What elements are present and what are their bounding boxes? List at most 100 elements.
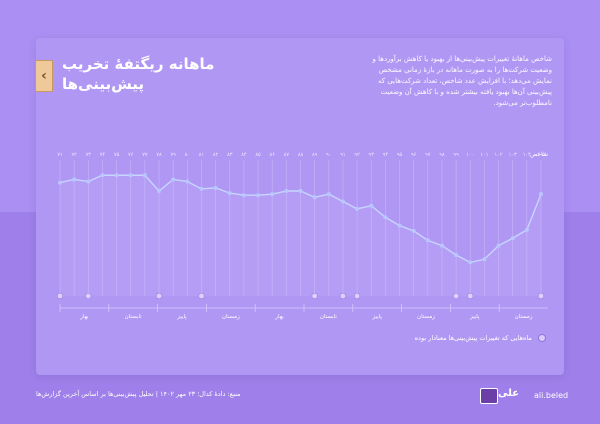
data-point — [284, 189, 289, 193]
area-path — [60, 175, 541, 296]
data-point — [100, 173, 105, 178]
data-point — [411, 228, 416, 233]
data-point — [298, 189, 303, 193]
x-tick-label: ۱۰۵ — [537, 152, 545, 158]
x-tick-label: ۱۰۱ — [480, 152, 488, 158]
x-tick-label: ۱۰۳ — [509, 152, 517, 158]
x-tick-labels: ۷۱ ۷۲ ۷۳ ۷۴ ۷۵ ۷۶ ۷۷ ۷۸ ۷۹ ۸۰ ۸۱ ۸۲ ۸۳ ۸۴ ۸۵ ۸۶ ۸۷ ۸۸ ۸۹ ۹۰… — [57, 152, 545, 158]
x-tick-label: ۸۷ — [284, 152, 290, 158]
event-marker — [453, 292, 460, 300]
period-label: زمستان — [222, 314, 240, 320]
data-point — [256, 193, 261, 198]
data-point — [524, 227, 529, 232]
period-label: زمستان — [515, 314, 533, 320]
data-point — [142, 173, 147, 178]
period-label: بهار — [274, 314, 284, 320]
period-label: تابستان — [125, 314, 142, 320]
data-point — [326, 192, 331, 197]
x-tick-label: ۸۸ — [298, 152, 304, 158]
period-label: بهار — [79, 314, 89, 320]
area-fill — [60, 175, 541, 296]
legend-label: ماه‌هایی که تغییرات پیش‌بینی‌ها معنادار … — [414, 334, 532, 342]
data-point — [213, 185, 218, 190]
x-tick-label: ۷۴ — [100, 152, 106, 158]
chart-card — [36, 38, 564, 375]
x-tick-label: ۹۵ — [397, 152, 403, 158]
x-tick-label: ۷۳ — [86, 152, 92, 158]
event-marker — [353, 292, 361, 300]
legend: ماه‌هایی که تغییرات پیش‌بینی‌ها معنادار … — [370, 334, 546, 342]
x-tick-label: ۷۵ — [114, 152, 120, 158]
period-label: تابستان — [320, 314, 337, 320]
x-tick-label: ۹۴ — [383, 152, 389, 158]
x-tick-label: ۹۳ — [369, 152, 375, 158]
period-label: زمستان — [417, 314, 435, 320]
x-tick-label: ۱۰۲ — [495, 152, 503, 158]
data-point — [510, 236, 515, 241]
period-label: پاییز — [469, 314, 480, 320]
event-marker — [56, 292, 64, 300]
event-marker — [85, 292, 92, 300]
x-tick-label: ۷۶ — [128, 152, 134, 158]
x-tick-label: ۹۹ — [453, 152, 459, 158]
data-point — [199, 186, 204, 191]
data-points — [58, 173, 543, 265]
brand-logo — [480, 388, 498, 404]
data-point — [171, 177, 176, 182]
x-tick-label: ۹۶ — [411, 152, 417, 158]
event-marker — [311, 292, 318, 300]
marker-dot-icon — [538, 334, 546, 342]
brand-name: ali.beled — [534, 391, 569, 400]
data-point — [425, 238, 430, 243]
data-point — [114, 173, 119, 178]
back-button[interactable]: ‹ — [35, 60, 53, 92]
x-tick-label: ۹۸ — [439, 152, 445, 158]
brand-mark: علی — [498, 388, 520, 399]
data-point — [72, 177, 77, 182]
x-tick-label: ۸۳ — [227, 152, 233, 158]
x-tick-label: ۷۲ — [71, 152, 77, 158]
event-marker — [155, 292, 163, 300]
event-marker — [198, 292, 205, 300]
data-point — [383, 215, 388, 220]
x-tick-label: ۱۰۴ — [523, 152, 531, 158]
x-tick-label: ۹۰ — [326, 152, 331, 158]
event-marker — [339, 292, 347, 300]
data-point — [157, 189, 162, 193]
data-point — [340, 199, 345, 204]
data-point — [312, 195, 317, 200]
x-tick-label: ۸۹ — [312, 152, 318, 158]
data-point — [369, 203, 374, 208]
x-tick-label: ۷۸ — [156, 152, 162, 158]
data-point — [439, 243, 444, 248]
event-marker — [467, 292, 474, 300]
x-tick-label: ۹۲ — [354, 152, 360, 158]
data-point — [468, 260, 473, 265]
x-tick-label: ۸۰ — [185, 152, 190, 158]
x-tick-label: ۸۵ — [255, 152, 261, 158]
data-point — [58, 180, 62, 185]
data-point — [86, 179, 91, 184]
data-point — [227, 191, 232, 196]
chevron-left-icon: ‹ — [41, 68, 47, 84]
x-tick-label: ۹۷ — [425, 152, 431, 158]
period-label: پاییز — [371, 314, 382, 320]
chart-description: شاخص ماهانهٔ تغییرات پیش‌بینی‌ها از بهبو… — [372, 55, 552, 107]
data-point — [128, 173, 133, 178]
x-tick-label: ۱۰۰ — [466, 152, 474, 158]
footer-note: منبع: دادهٔ کدال؛ ۲۳ مهر ۱۴۰۲ | تحلیل پی… — [36, 390, 241, 398]
period-label: پاییز — [176, 314, 187, 320]
x-tick-label: ۸۲ — [213, 152, 219, 158]
event-markers — [56, 292, 545, 300]
data-point — [397, 223, 402, 228]
page-title: ماهانه ریگتفهٔ تخریب پیش‌بینی‌ها — [62, 55, 215, 93]
x-tick-label: ۸۶ — [270, 152, 276, 158]
x-tick-label: ۸۴ — [241, 152, 247, 158]
data-point — [241, 193, 246, 198]
x-tick-label: ۹۱ — [340, 152, 345, 158]
x-tick-label: ۷۱ — [57, 152, 62, 158]
period-labels: بهار تابستان پاییز زمستان بهار تابستان پاییز زم… — [59, 304, 533, 320]
x-tick-label: ۷۹ — [170, 152, 176, 158]
data-point — [482, 257, 487, 262]
